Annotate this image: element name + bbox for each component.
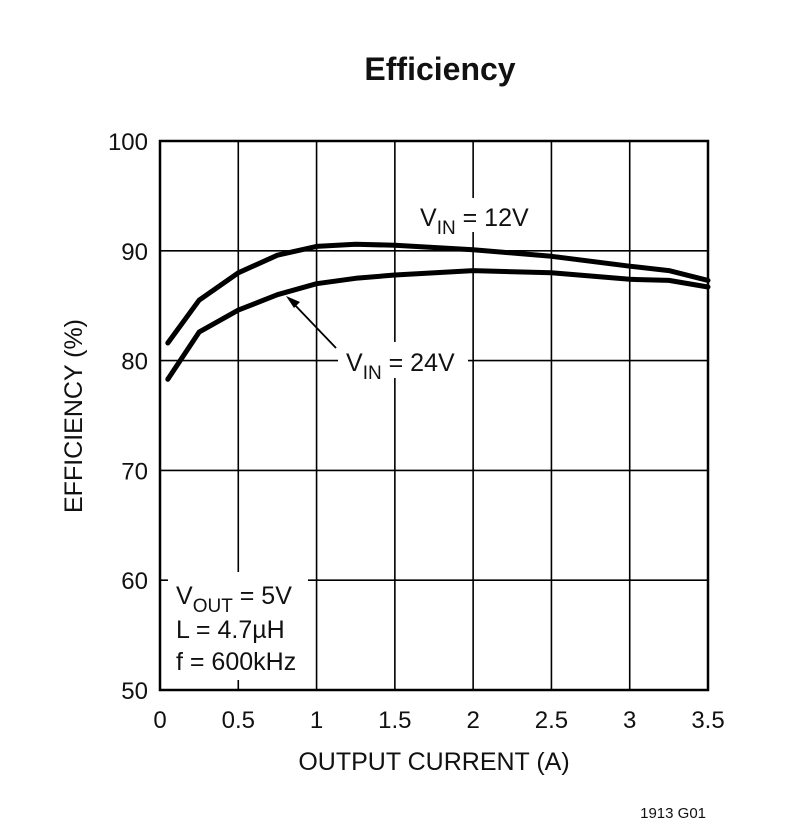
y-tick-label: 50: [121, 678, 148, 705]
series-line: [165, 241, 711, 346]
condition: VOUT = 5V: [176, 582, 292, 617]
y-tick-label: 90: [121, 239, 148, 266]
cond-rest: = 5V: [233, 582, 292, 610]
condition: L = 4.7µH: [176, 616, 285, 644]
y-tick-label: 100: [108, 129, 148, 156]
label-main: V: [346, 349, 363, 377]
x-tick-label: 1: [310, 707, 323, 734]
conditions-bg: [168, 572, 308, 680]
label-sub: IN: [363, 363, 382, 384]
condition: f = 600kHz: [176, 648, 296, 676]
plot-frame: [158, 139, 710, 692]
y-tick-label: 80: [121, 349, 148, 376]
x-tick-label: 0.5: [222, 707, 255, 734]
x-tick-label: 3.5: [691, 707, 724, 734]
cond-sub: OUT: [193, 596, 234, 617]
annotations: VIN = 12V VIN = 24V VOUT = 5V L = 4.7µH …: [168, 198, 540, 680]
label-bg: [338, 342, 468, 378]
chart-title: Efficiency: [364, 51, 515, 87]
label-sub: IN: [437, 218, 456, 239]
figure-id: 1913 G01: [640, 805, 706, 822]
x-tick-label: 3: [623, 707, 636, 734]
label-rest: = 24V: [382, 349, 455, 377]
y-tick-label: 70: [121, 458, 148, 485]
x-tick-label: 2: [466, 707, 479, 734]
arrow: [291, 301, 337, 349]
label-bg: [414, 198, 540, 232]
y-tick-label: 60: [121, 568, 148, 595]
x-axis-label: OUTPUT CURRENT (A): [298, 748, 569, 776]
label-rest: = 12V: [456, 204, 529, 232]
x-tick-label: 2.5: [535, 707, 568, 734]
series-line: [165, 268, 711, 382]
y-axis-label: EFFICIENCY (%): [60, 319, 88, 513]
x-tick-label: 0: [153, 707, 166, 734]
label-main: V: [420, 204, 437, 232]
cond-main: V: [176, 582, 193, 610]
series-label: VIN = 24V: [346, 349, 455, 384]
arrowhead: [286, 296, 300, 308]
series-label: VIN = 12V: [420, 204, 529, 239]
x-tick-label: 1.5: [378, 707, 411, 734]
